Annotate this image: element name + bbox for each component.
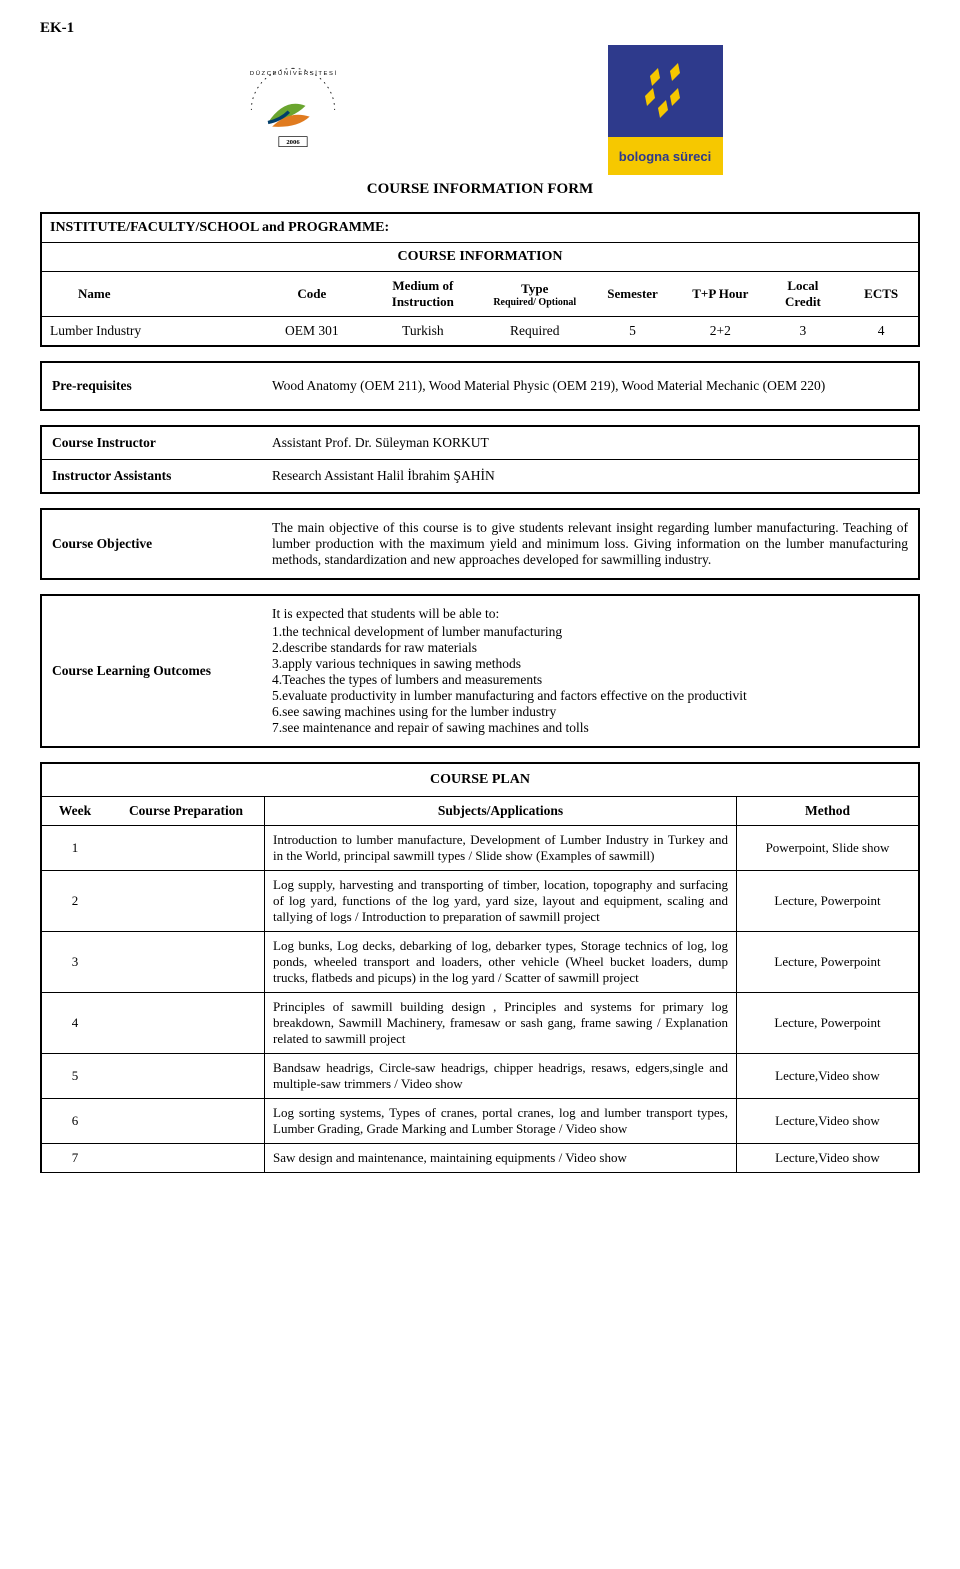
prerequisites-box: Pre-requisites Wood Anatomy (OEM 211), W… [40, 361, 920, 411]
plan-week: 3 [41, 931, 108, 992]
outcomes-label: Course Learning Outcomes [41, 595, 262, 747]
plan-row: 4 Principles of sawmill building design ,… [41, 992, 919, 1053]
bologna-label: bologna süreci [608, 137, 723, 175]
outcomes-content: It is expected that students will be abl… [262, 595, 919, 747]
outcome-item: 3.apply various techniques in sawing met… [272, 656, 908, 672]
objective-value: The main objective of this course is to … [262, 509, 919, 579]
plan-subject: Log supply, harvesting and transporting … [265, 870, 737, 931]
assistants-label: Instructor Assistants [41, 459, 262, 493]
col-subjects: Subjects/Applications [265, 796, 737, 825]
plan-subject: Log bunks, Log decks, debarking of log, … [265, 931, 737, 992]
prereq-label: Pre-requisites [41, 362, 262, 410]
plan-prep [108, 992, 265, 1053]
val-ects: 4 [844, 317, 919, 347]
plan-row: 3 Log bunks, Log decks, debarking of log,… [41, 931, 919, 992]
val-name: Lumber Industry [41, 317, 262, 347]
instructor-box: Course Instructor Assistant Prof. Dr. Sü… [40, 425, 920, 494]
col-semester: Semester [586, 272, 679, 317]
col-code: Code [262, 272, 362, 317]
val-type: Required [484, 317, 586, 347]
plan-week: 4 [41, 992, 108, 1053]
val-hour: 2+2 [679, 317, 761, 347]
prereq-value: Wood Anatomy (OEM 211), Wood Material Ph… [262, 362, 919, 410]
institute-heading: INSTITUTE/FACULTY/SCHOOL and PROGRAMME: [41, 213, 919, 243]
instructor-value: Assistant Prof. Dr. Süleyman KORKUT [262, 426, 919, 460]
svg-text:D Ü Z C E Ü N İ V E R S İ T: D Ü Z C E Ü N İ V E R S İ T E S İ [249, 70, 336, 77]
duzce-university-logo: D Ü Z C E Ü N İ V E R S İ T E S İ 2006 [238, 60, 348, 160]
outcome-item: 6.see sawing machines using for the lumb… [272, 704, 908, 720]
svg-text:2006: 2006 [286, 139, 300, 146]
plan-method: Lecture, Powerpoint [737, 870, 920, 931]
plan-week: 2 [41, 870, 108, 931]
plan-week: 5 [41, 1053, 108, 1098]
col-credit: Local Credit [761, 272, 844, 317]
col-name: Name [41, 272, 262, 317]
plan-row: 7 Saw design and maintenance, maintaining… [41, 1143, 919, 1172]
plan-week: 6 [41, 1098, 108, 1143]
outcome-item: 5.evaluate productivity in lumber manufa… [272, 688, 908, 704]
plan-prep [108, 1098, 265, 1143]
outcome-item: 7.see maintenance and repair of sawing m… [272, 720, 908, 736]
col-prep: Course Preparation [108, 796, 265, 825]
plan-row: 6 Log sorting systems, Types of cranes, p… [41, 1098, 919, 1143]
col-type: Type Required/ Optional [484, 272, 586, 317]
plan-week: 7 [41, 1143, 108, 1172]
assistants-value: Research Assistant Halil İbrahim ŞAHİN [262, 459, 919, 493]
col-hour: T+P Hour [679, 272, 761, 317]
plan-subject: Principles of sawmill building design , … [265, 992, 737, 1053]
objective-label: Course Objective [41, 509, 262, 579]
plan-week: 1 [41, 825, 108, 870]
course-info-table: INSTITUTE/FACULTY/SCHOOL and PROGRAMME: … [40, 212, 920, 347]
plan-subject: Introduction to lumber manufacture, Deve… [265, 825, 737, 870]
plan-method: Lecture, Powerpoint [737, 992, 920, 1053]
plan-subject: Saw design and maintenance, maintaining … [265, 1143, 737, 1172]
form-title: COURSE INFORMATION FORM [40, 181, 920, 198]
plan-row: 2 Log supply, harvesting and transporting… [41, 870, 919, 931]
course-info-heading: COURSE INFORMATION [41, 243, 919, 272]
plan-subject: Bandsaw headrigs, Circle-saw headrigs, c… [265, 1053, 737, 1098]
logo-row: D Ü Z C E Ü N İ V E R S İ T E S İ 2006 b… [40, 45, 920, 175]
plan-prep [108, 1143, 265, 1172]
outcomes-intro: It is expected that students will be abl… [272, 606, 908, 622]
plan-heading: COURSE PLAN [41, 763, 919, 797]
col-medium: Medium of Instruction [362, 272, 484, 317]
plan-method: Lecture,Video show [737, 1143, 920, 1172]
bologna-process-logo: bologna süreci [608, 45, 723, 175]
val-credit: 3 [761, 317, 844, 347]
objective-box: Course Objective The main objective of t… [40, 508, 920, 580]
outcome-item: 4.Teaches the types of lumbers and measu… [272, 672, 908, 688]
col-ects: ECTS [844, 272, 919, 317]
outcome-item: 1.the technical development of lumber ma… [272, 624, 908, 640]
plan-prep [108, 1053, 265, 1098]
val-code: OEM 301 [262, 317, 362, 347]
outcomes-list: 1.the technical development of lumber ma… [272, 624, 908, 736]
col-week: Week [41, 796, 108, 825]
outcomes-box: Course Learning Outcomes It is expected … [40, 594, 920, 748]
plan-prep [108, 825, 265, 870]
val-medium: Turkish [362, 317, 484, 347]
plan-row: 5 Bandsaw headrigs, Circle-saw headrigs, … [41, 1053, 919, 1098]
outcome-item: 2.describe standards for raw materials [272, 640, 908, 656]
col-method: Method [737, 796, 920, 825]
plan-method: Lecture,Video show [737, 1098, 920, 1143]
plan-method: Lecture,Video show [737, 1053, 920, 1098]
course-plan-table: COURSE PLAN Week Course Preparation Subj… [40, 762, 920, 1173]
plan-method: Lecture, Powerpoint [737, 931, 920, 992]
plan-prep [108, 931, 265, 992]
instructor-label: Course Instructor [41, 426, 262, 460]
plan-method: Powerpoint, Slide show [737, 825, 920, 870]
val-semester: 5 [586, 317, 679, 347]
plan-prep [108, 870, 265, 931]
plan-row: 1 Introduction to lumber manufacture, Dev… [41, 825, 919, 870]
plan-subject: Log sorting systems, Types of cranes, po… [265, 1098, 737, 1143]
page-header-label: EK-1 [40, 20, 920, 37]
